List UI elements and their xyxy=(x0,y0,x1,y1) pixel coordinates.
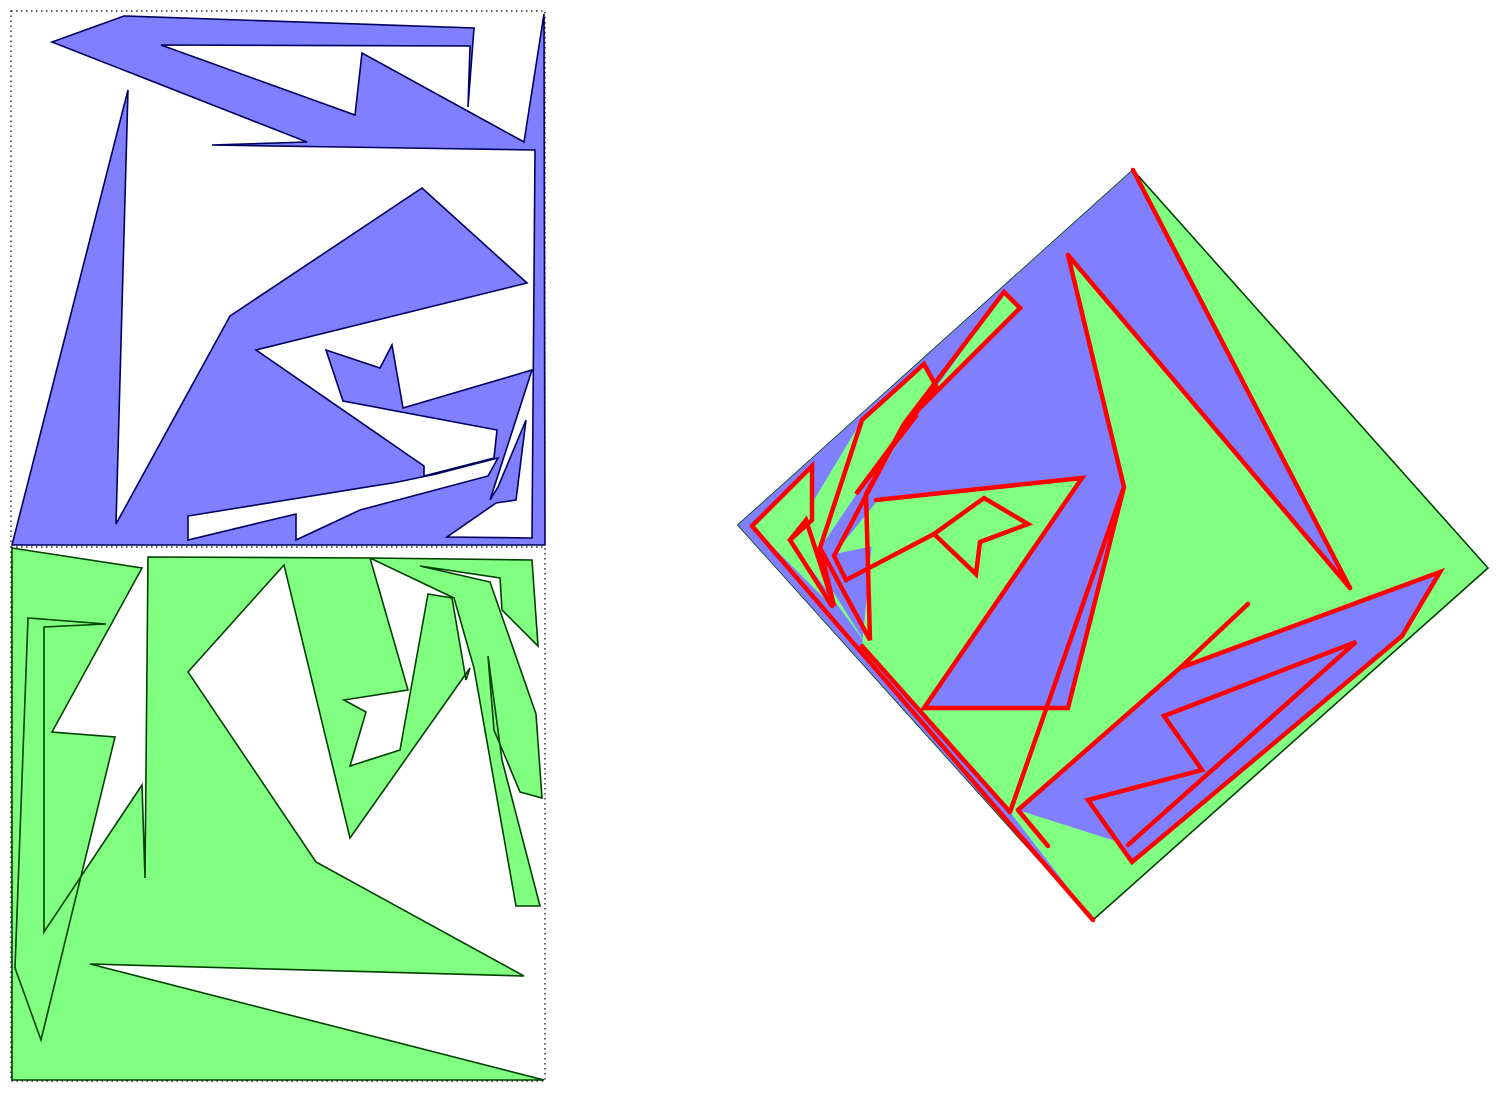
green-square-frame xyxy=(10,546,546,1082)
cut-line-lower-tip xyxy=(1015,807,1051,849)
cut-line-lower-left xyxy=(859,643,1013,815)
cut-line-sliver-a xyxy=(749,460,835,609)
cut-line-lower-piece xyxy=(1015,567,1446,866)
diamond-green-sliver-2 xyxy=(790,292,1020,644)
green-region xyxy=(11,547,545,1081)
cut-line-outer-left xyxy=(1130,167,1353,591)
green-square-panel xyxy=(10,546,546,1082)
diamond-blue-piece-left xyxy=(738,170,1350,920)
cut-line-sliver-c xyxy=(817,288,1024,642)
cut-line-inner-wedge xyxy=(873,475,1127,711)
cut-lines xyxy=(749,167,1446,923)
blue-notch-hole xyxy=(187,456,500,542)
dissection-diamond-panel xyxy=(736,167,1490,923)
cut-line-spike-back xyxy=(1065,252,1353,591)
diamond-green-wedge xyxy=(834,478,1082,708)
blue-region xyxy=(10,13,546,546)
cut-line-lower-diag xyxy=(1177,601,1251,671)
green-strip-upper xyxy=(369,557,543,907)
cut-line-bottom-edge xyxy=(749,523,1096,923)
cut-line-sliver-b xyxy=(787,360,939,607)
cut-line-notch xyxy=(831,495,1034,584)
blue-square-panel xyxy=(10,10,546,546)
